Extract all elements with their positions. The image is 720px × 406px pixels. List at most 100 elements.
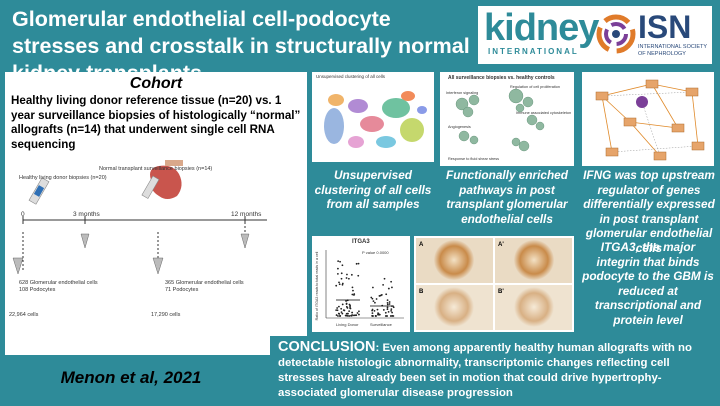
pathways-title: All surveillance biopsies vs. healthy co… <box>448 75 555 81</box>
itga3-dot <box>346 307 349 309</box>
timeline-t12: 12 months <box>231 211 262 218</box>
itga3-xlabel: Surveillance <box>370 322 393 327</box>
itga3-dot <box>386 315 389 317</box>
itga3-dot <box>348 310 351 313</box>
itga3-dot <box>337 267 339 270</box>
itga3-dot <box>350 314 352 317</box>
page-title: Glomerular endothelial cell-podocyte str… <box>12 7 470 85</box>
itga3-dot <box>349 305 351 308</box>
isn-logo: ISN <box>638 9 692 45</box>
sample-tube-icon <box>80 233 90 249</box>
itga3-dot <box>372 300 375 303</box>
itga3-dot <box>376 308 379 311</box>
itga3-dot <box>382 283 385 286</box>
itga3-dot <box>337 315 339 317</box>
citation: Menon et al, 2021 <box>60 368 202 387</box>
donor-cells: 628 Glomerular endothelial cells <box>19 280 98 286</box>
itga3-dot <box>345 300 347 302</box>
itga3-dot <box>358 313 360 316</box>
itga3-dot <box>348 315 351 317</box>
ihc-label: A <box>419 242 424 248</box>
pathway-label: Response to fluid shear stress <box>448 157 499 161</box>
umap-panel: Unsupervised clustering of all cells <box>312 72 434 162</box>
itga3-dot <box>383 277 386 280</box>
itga3-dot <box>390 308 393 310</box>
itga3-dot <box>335 314 338 316</box>
itga3-dot <box>345 277 348 279</box>
itga3-dot <box>374 314 377 317</box>
itga3-dot <box>342 309 345 312</box>
itga3-dot <box>392 306 395 309</box>
itga3-dot <box>335 284 338 287</box>
conclusion-text: : Even among apparently healthy human al… <box>278 342 692 399</box>
conclusion-label: CONCLUSION <box>278 339 376 355</box>
itga3-dot <box>375 298 378 300</box>
network-caption: IFNG was top upstream regulator of genes… <box>583 168 715 255</box>
ihc-label: B' <box>498 289 504 295</box>
itga3-dot <box>390 280 393 283</box>
isn-emblem-icon <box>596 14 636 54</box>
itga3-dot <box>371 286 374 289</box>
itga3-dot <box>339 260 341 263</box>
itga3-dot <box>350 273 353 276</box>
itga3-dot <box>341 283 344 286</box>
itga3-dot <box>346 315 349 317</box>
itga3-dot <box>337 260 340 263</box>
itga3-dot <box>336 309 339 312</box>
itga3-dot <box>341 312 344 315</box>
timeline-t3: 3 months <box>73 211 100 218</box>
citation-bar <box>0 355 270 406</box>
cohort-heading: Cohort <box>129 75 183 92</box>
itga3-dot <box>349 304 351 307</box>
itga3-dot <box>371 312 374 315</box>
kidney-international-logo: kidney <box>484 7 599 49</box>
itga3-dot <box>384 315 387 317</box>
itga3-dot <box>349 307 352 310</box>
itga3-dot <box>386 299 389 302</box>
itga3-dot <box>345 303 348 305</box>
itga3-dot <box>390 309 393 312</box>
ihc-label: A' <box>498 242 504 248</box>
itga3-dot <box>344 314 347 317</box>
kidney-illustration <box>150 165 182 199</box>
cohort-description: Healthy living donor reference tissue (n… <box>11 94 301 151</box>
itga3-dot <box>335 309 338 311</box>
ifng-network <box>595 79 705 161</box>
svg-text:Healthy living donor biopsies: Healthy living donor biopsies (n=20) <box>19 175 107 181</box>
itga3-pvalue: P value 0.0000 <box>362 250 389 255</box>
pathway-label: Angiogenesis <box>448 125 471 129</box>
itga3-dot <box>370 296 373 299</box>
itga3-dot <box>356 312 359 314</box>
itga3-dot <box>379 294 382 297</box>
itga3-plot-title: ITGA3 <box>352 239 370 245</box>
itga3-dot <box>351 286 354 289</box>
itga3-dot <box>382 309 385 311</box>
tx-total: 17,290 cells <box>151 312 181 318</box>
cohort-timeline: Healthy living donor biopsies (n=20) Nor… <box>9 160 267 318</box>
timeline-t0: 0 <box>21 211 25 218</box>
itga3-dot <box>387 311 390 313</box>
itga3-dot <box>337 305 340 308</box>
itga3-dot <box>386 302 389 304</box>
pathways-caption: Functionally enriched pathways in post t… <box>446 168 568 226</box>
sample-tube-icon <box>240 233 250 249</box>
ihc-panel: A A' B B' <box>414 236 574 332</box>
itga3-dot <box>353 294 355 296</box>
itga3-dot <box>386 303 389 306</box>
itga3-dot <box>357 262 360 265</box>
itga3-dot <box>385 293 388 296</box>
itga3-xlabel: Living Donor <box>336 322 359 327</box>
itga3-dot <box>354 314 356 317</box>
itga3-dot <box>340 311 343 314</box>
itga3-dot <box>388 301 391 303</box>
umap-caption: Unsupervised clustering of all cells fro… <box>314 168 432 211</box>
itga3-dot <box>386 306 389 309</box>
donor-podocytes: 108 Podocytes <box>19 287 56 293</box>
itga3-dot <box>355 262 358 265</box>
itga3-dot <box>374 301 376 304</box>
biopsy-needle-icon <box>141 175 160 199</box>
itga3-dot <box>338 313 341 315</box>
itga3-dot <box>389 315 392 317</box>
itga3-dot <box>373 309 376 312</box>
itga3-dot <box>347 277 350 280</box>
